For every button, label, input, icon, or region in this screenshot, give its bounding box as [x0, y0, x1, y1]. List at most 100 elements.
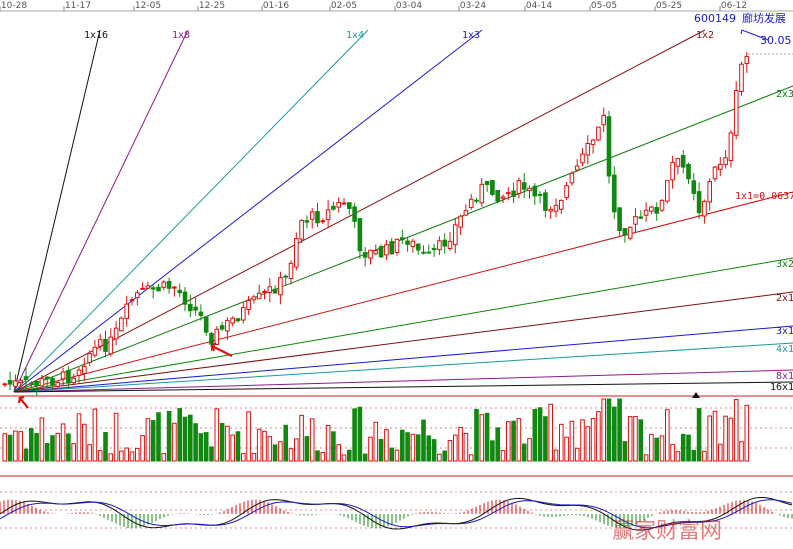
- candle-body: [50, 378, 55, 386]
- candle-body: [251, 296, 257, 301]
- volume-bar: [71, 443, 77, 462]
- volume-bar: [299, 414, 304, 462]
- candle-body: [468, 198, 474, 208]
- candle-body: [7, 379, 13, 385]
- volume-bar: [559, 423, 564, 462]
- volume-bar: [384, 429, 389, 462]
- volume-bar: [34, 433, 39, 462]
- fan-line-label: 1x2: [696, 30, 714, 41]
- volume-bar: [267, 436, 273, 462]
- candle-body: [288, 262, 294, 279]
- high-price-label: 30.05: [760, 34, 792, 47]
- volume-bar: [214, 408, 220, 462]
- candle-body: [654, 207, 660, 214]
- volume-bar: [394, 449, 400, 462]
- volume-bar: [643, 454, 649, 462]
- candle-body: [156, 286, 161, 292]
- volume-bar: [389, 447, 394, 462]
- volume-bar: [744, 404, 750, 462]
- candle-body: [320, 220, 326, 223]
- volume-bar: [410, 433, 416, 462]
- fan-line-label: 1x8: [172, 30, 190, 41]
- volume-bar: [400, 429, 405, 462]
- volume-bar: [309, 418, 315, 462]
- volume-bar: [680, 433, 686, 462]
- candle-body: [246, 299, 251, 310]
- candle-body: [325, 209, 331, 221]
- fan-line: [13, 29, 369, 393]
- volume-bar: [484, 412, 490, 462]
- candle-body: [516, 180, 522, 194]
- candle-body: [44, 376, 50, 380]
- candle-body: [304, 220, 310, 223]
- candle-body: [479, 183, 485, 204]
- fan-line-label: 16x1: [770, 382, 793, 393]
- candle-body: [590, 139, 596, 146]
- candle-body: [500, 196, 506, 199]
- candle-body: [60, 371, 66, 380]
- volume-bar: [198, 433, 204, 462]
- fan-line-label: 1x4: [346, 30, 364, 41]
- candle-body: [559, 199, 564, 210]
- volume-bar: [304, 436, 310, 462]
- candle-body: [29, 382, 34, 385]
- candle-body: [352, 206, 357, 222]
- candle-body: [437, 240, 442, 251]
- candle-body: [659, 199, 665, 211]
- candle-body: [331, 205, 336, 210]
- volume-bar: [421, 419, 426, 462]
- candle-body: [241, 306, 246, 321]
- volume-bar: [336, 444, 341, 462]
- candle-body: [309, 211, 315, 220]
- candle-body: [113, 327, 119, 340]
- fan-line-label: 3x1: [776, 326, 793, 337]
- fan-line: [13, 257, 793, 393]
- fan-line: [13, 381, 793, 393]
- volume-bar: [44, 443, 50, 462]
- volume-bar: [627, 416, 633, 462]
- candle-body: [670, 161, 675, 181]
- date-axis: 10-28 11-17 12-05 12-25 01-16 02-05 03-04 03-24…: [0, 1, 793, 12]
- candle-body: [569, 172, 575, 184]
- candlesticks: [2, 51, 750, 396]
- volume-bar: [453, 434, 458, 462]
- candle-body: [299, 219, 304, 240]
- volume-bar: [543, 416, 548, 462]
- candle-body: [548, 208, 554, 212]
- volume-bar: [569, 420, 575, 462]
- volume-bar: [39, 417, 45, 462]
- volume-bar: [437, 453, 442, 462]
- macd-dea-line: [0, 499, 793, 529]
- candle-body: [606, 116, 612, 177]
- volume-bar: [696, 408, 702, 462]
- volume-bar: [87, 444, 92, 462]
- volume-bar: [331, 431, 336, 462]
- candle-body: [92, 346, 98, 356]
- candle-body: [601, 114, 607, 126]
- candle-body: [410, 240, 416, 248]
- candle-body: [214, 328, 220, 345]
- volume-bar: [209, 446, 214, 462]
- volume-bar: [246, 411, 251, 462]
- volume-bar: [723, 415, 728, 462]
- candle-body: [421, 251, 426, 254]
- volume-bar: [500, 450, 506, 462]
- candle-body: [649, 206, 654, 212]
- candle-body: [262, 290, 267, 293]
- candle-body: [680, 155, 686, 168]
- candle-body: [71, 377, 77, 384]
- candle-body: [617, 207, 622, 231]
- candle-body: [596, 126, 601, 141]
- volume-bar: [590, 417, 596, 462]
- fan-line-label: 8x1: [776, 371, 793, 382]
- volume-bar: [2, 433, 8, 462]
- volume-bar: [320, 452, 326, 462]
- candle-body: [718, 163, 723, 170]
- fan-line: [13, 29, 483, 393]
- candle-body: [267, 286, 273, 293]
- candle-body: [728, 132, 734, 162]
- macd-panel: [0, 497, 793, 531]
- volume-bar: [553, 449, 559, 462]
- volume-bar: [405, 432, 410, 462]
